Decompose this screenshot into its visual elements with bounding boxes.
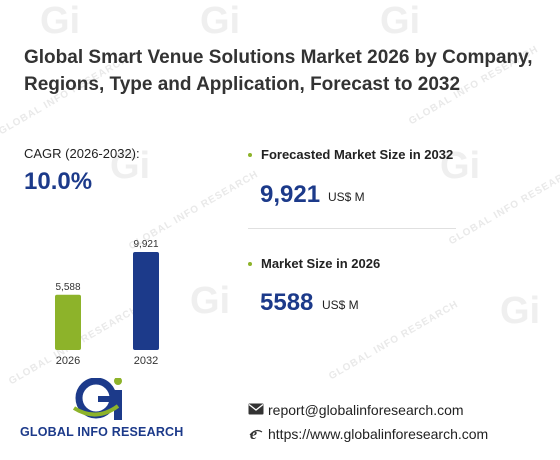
watermark-mark: Gi	[500, 290, 541, 332]
page-title: Global Smart Venue Solutions Market 2026…	[24, 47, 533, 95]
bar-value-label: 5,588	[55, 282, 80, 293]
current-value: 5588	[260, 289, 314, 316]
cagr-label: CAGR (2026-2032):	[24, 146, 140, 161]
email-link[interactable]: report@globalinforesearch.com	[268, 402, 464, 418]
current-unit: US$ M	[322, 298, 359, 312]
bar-chart: 5,588 2026 9,921 2032	[55, 239, 159, 367]
bar-2032	[133, 252, 159, 350]
watermark-mark: Gi	[110, 145, 151, 187]
bullet-icon	[248, 153, 252, 157]
logo-mark-icon	[72, 377, 122, 420]
forecast-label: Forecasted Market Size in 2032	[261, 147, 454, 162]
bullet-icon	[248, 262, 252, 266]
forecast-unit: US$ M	[328, 190, 365, 204]
bar-2026	[55, 294, 81, 350]
watermark-mark: Gi	[440, 145, 481, 187]
watermark-mark: Gi	[190, 280, 231, 322]
watermark-mark: Gi	[200, 0, 241, 42]
watermark-mark: Gi	[380, 0, 421, 42]
divider	[248, 228, 456, 229]
website-link[interactable]: https://www.globalinforesearch.com	[268, 426, 489, 442]
watermark-mark: Gi	[40, 0, 81, 42]
forecast-value: 9,921	[260, 181, 321, 208]
category-label: 2026	[56, 355, 80, 367]
svg-text:e: e	[250, 426, 257, 442]
email-icon	[248, 403, 264, 415]
current-label: Market Size in 2026	[261, 256, 381, 271]
cagr-value: 10.0%	[24, 168, 93, 195]
bar-value-label: 9,921	[133, 239, 158, 250]
category-label: 2032	[134, 355, 158, 367]
company-logo: GLOBAL INFO RESEARCH	[18, 377, 198, 448]
logo-text: GLOBAL INFO RESEARCH	[20, 425, 184, 439]
web-icon: e	[249, 426, 263, 442]
